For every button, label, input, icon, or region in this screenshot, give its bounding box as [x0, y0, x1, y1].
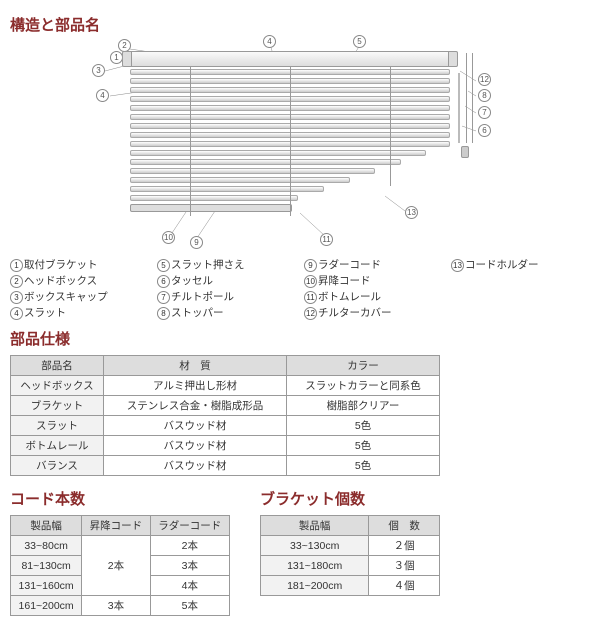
table-header: 製品幅: [261, 516, 369, 536]
cord-table: 製品幅昇降コードラダーコード 33~80cm2本2本81~130cm3本131~…: [10, 515, 230, 616]
part-item: 4スラット: [10, 305, 149, 320]
part-item: 10昇降コード: [304, 273, 443, 288]
heading-structure: 構造と部品名: [10, 14, 590, 35]
table-row: 131~180cm３個: [261, 556, 440, 576]
table-row: スラットバスウッド材5色: [11, 416, 440, 436]
part-item: 7チルトポール: [157, 289, 296, 304]
bracket-table: 製品幅個 数 33~130cm２個131~180cm３個181~200cm４個: [260, 515, 440, 596]
part-item: 11ボトムレール: [304, 289, 443, 304]
part-item: 13コードホルダー: [451, 257, 590, 272]
blinds-diagram: 1 2 3 4 4 5 6 7 8 9 10 11 12 13: [10, 41, 590, 251]
control-cords: [455, 53, 475, 161]
table-row: 181~200cm４個: [261, 576, 440, 596]
headbox: [130, 51, 450, 67]
table-row: 33~80cm2本2本: [11, 536, 230, 556]
ladder-cord: [390, 66, 391, 186]
table-row: バランスバスウッド材5色: [11, 456, 440, 476]
table-row: ブラケットステンレス合金・樹脂成形品樹脂部クリアー: [11, 396, 440, 416]
heading-brackets: ブラケット個数: [260, 488, 440, 509]
lift-cord: [466, 53, 467, 143]
tilt-pole: [458, 73, 460, 143]
table-header: 個 数: [369, 516, 440, 536]
table-header: 製品幅: [11, 516, 82, 536]
tassel: [461, 146, 469, 158]
part-item: 1取付ブラケット: [10, 257, 149, 272]
table-row: ヘッドボックスアルミ押出し形材スラットカラーと同系色: [11, 376, 440, 396]
heading-cords: コード本数: [10, 488, 230, 509]
ladder-cord: [190, 66, 191, 216]
table-header: 昇降コード: [82, 516, 150, 536]
parts-list: 1取付ブラケット2ヘッドボックス3ボックスキャップ4スラット 5スラット押さえ6タ…: [10, 257, 590, 320]
table-row: 161~200cm3本5本: [11, 596, 230, 616]
table-header: 部品名: [11, 356, 104, 376]
lift-cord: [472, 53, 473, 143]
table-row: 33~130cm２個: [261, 536, 440, 556]
ladder-cord: [290, 66, 291, 216]
table-row: ボトムレールバスウッド材5色: [11, 436, 440, 456]
heading-spec: 部品仕様: [10, 328, 590, 349]
part-item: 6タッセル: [157, 273, 296, 288]
table-header: カラー: [287, 356, 440, 376]
part-item: 3ボックスキャップ: [10, 289, 149, 304]
box-cap-left: [122, 51, 132, 67]
part-item: 5スラット押さえ: [157, 257, 296, 272]
spec-table: 部品名材 質カラー ヘッドボックスアルミ押出し形材スラットカラーと同系色ブラケッ…: [10, 355, 440, 476]
table-header: 材 質: [104, 356, 287, 376]
part-item: 9ラダーコード: [304, 257, 443, 272]
part-item: 2ヘッドボックス: [10, 273, 149, 288]
table-header: ラダーコード: [150, 516, 229, 536]
part-item: 8ストッパー: [157, 305, 296, 320]
blinds-illustration: [130, 51, 450, 212]
part-item: 12チルターカバー: [304, 305, 443, 320]
bottom-rail: [130, 204, 292, 212]
